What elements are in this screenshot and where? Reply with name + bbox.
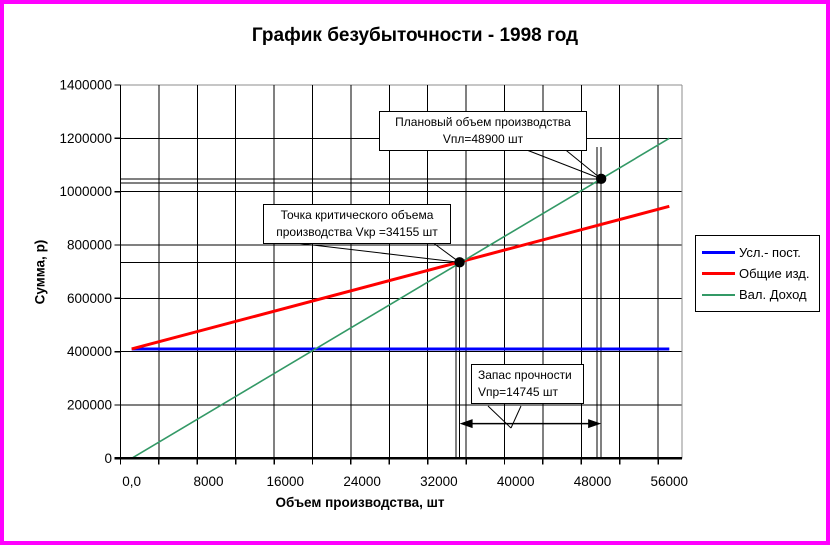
y-tick-label: 800000 [67,237,112,252]
x-tick-label: 8000 [193,474,223,489]
arrowhead-right [588,419,602,429]
callout-planned-volume: Плановый объем производства Vпл=48900 шт [379,111,587,151]
y-tick-label: 1400000 [59,78,112,93]
legend: Усл.- пост. Общие изд. Вал. Доход [695,235,820,312]
y-tick-label: 1200000 [59,131,112,146]
total-costs-line [131,204,670,351]
x-tick-label: 24000 [343,474,381,489]
legend-item-gross-income: Вал. Доход [702,287,817,302]
x-tick-label: 56000 [651,474,689,489]
x-tick-label: 32000 [420,474,458,489]
callout-text-line: Точка критического объема [280,208,434,222]
y-tick-label: 400000 [67,344,112,359]
y-tick-label: 1000000 [59,184,112,199]
legend-line-sample [702,272,735,275]
y-axis-title: Сумма, р) [32,239,48,305]
x-tick-label: 16000 [267,474,305,489]
callout-text-line: Плановый объем производства [395,115,571,129]
plot-area: 0 200000 400000 600000 800000 1000000 1200000 1… [59,78,689,490]
callout-pointer [487,405,512,429]
callout-critical-volume: Точка критического объема производства V… [263,204,451,244]
y-tick-label: 200000 [67,397,112,412]
legend-label: Вал. Доход [739,287,807,302]
legend-line-sample [702,293,735,296]
x-tick-label: 48000 [574,474,612,489]
callout-pointer [510,405,522,429]
x-tick-label: 0,0 [122,474,141,489]
callout-pointer [561,146,602,180]
callout-pointer [286,241,460,263]
callout-text-line: Vпл=48900 шт [442,131,524,146]
legend-item-fixed-costs: Усл.- пост. [702,245,817,260]
break-even-point [454,257,465,268]
x-axis-title: Объем производства, шт [275,495,445,510]
callout-pointer [431,241,460,263]
callout-text-line: Запас прочности [478,368,572,382]
y-tick-label: 0 [104,451,112,466]
arrowhead-left [459,419,473,429]
callout-safety-margin: Запас прочности Vпр=14745 шт [471,364,584,404]
legend-line-sample [702,251,735,254]
chart-title: График безубыточности - 1998 год [251,25,579,46]
gross-income-line [131,137,670,459]
legend-item-total-costs: Общие изд. [702,266,817,281]
callout-text-line: Vпр=14745 шт [478,384,559,399]
callout-pointer [518,146,602,180]
y-tick-label: 600000 [67,291,112,306]
callout-text-line: производства Vкр =34155 шт [276,224,438,239]
legend-label: Общие изд. [739,266,810,281]
legend-label: Усл.- пост. [739,245,801,260]
x-tick-label: 40000 [497,474,535,489]
planned-volume-point [595,173,607,185]
